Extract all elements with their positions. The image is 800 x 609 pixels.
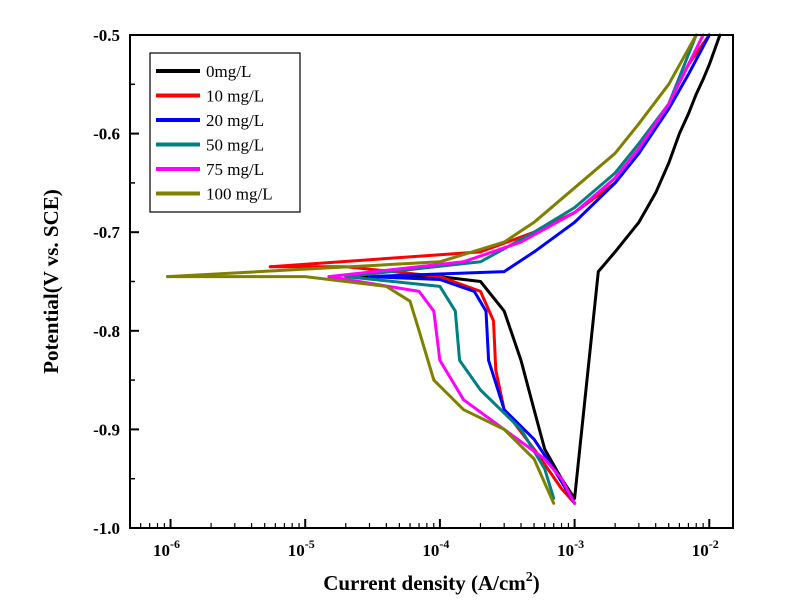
legend-label: 100 mg/L bbox=[206, 185, 273, 204]
y-tick-label: -0.9 bbox=[93, 420, 120, 439]
x-tick-label: 10-4 bbox=[422, 537, 449, 560]
legend-label: 50 mg/L bbox=[206, 136, 264, 155]
legend: 0mg/L 10 mg/L 20 mg/L 50 mg/L 75 mg/L 100 mg/… bbox=[149, 52, 301, 213]
series-line-anodic bbox=[327, 33, 705, 279]
series-line-cathodic bbox=[166, 275, 556, 505]
x-tick-label: 10-2 bbox=[692, 537, 719, 560]
series-line-cathodic bbox=[327, 275, 577, 505]
x-tick-label: 10-5 bbox=[288, 537, 315, 560]
axis-layer: -0.5 -0.6 -0.7 -0.8 -0.9 -1.0 10-6 10-5 10-4 10-3… bbox=[93, 26, 719, 560]
legend-box bbox=[149, 52, 301, 213]
x-axis-title: Current density (A/cm2) bbox=[323, 570, 540, 595]
legend-label: 75 mg/L bbox=[206, 160, 264, 179]
series-line-anodic bbox=[166, 33, 698, 279]
y-tick-label: -0.8 bbox=[93, 322, 120, 341]
plot-frame bbox=[129, 34, 734, 529]
y-tick-label: -0.5 bbox=[93, 26, 120, 45]
y-axis-title: Potential(V vs. SCE) bbox=[39, 189, 63, 374]
y-tick-label: -1.0 bbox=[93, 519, 120, 538]
series-line-cathodic bbox=[368, 275, 577, 505]
series-layer bbox=[166, 33, 722, 505]
series-line-anodic bbox=[368, 33, 711, 279]
y-tick-label: -0.7 bbox=[93, 223, 120, 242]
legend-label: 0mg/L bbox=[206, 62, 251, 81]
series-line-cathodic bbox=[344, 33, 722, 500]
x-tick-label: 10-6 bbox=[153, 537, 180, 560]
x-tick-label: 10-3 bbox=[557, 537, 584, 560]
legend-label: 10 mg/L bbox=[206, 87, 264, 106]
series-line-cathodic bbox=[344, 275, 556, 500]
legend-label: 20 mg/L bbox=[206, 111, 264, 130]
y-tick-label: -0.6 bbox=[93, 125, 120, 144]
